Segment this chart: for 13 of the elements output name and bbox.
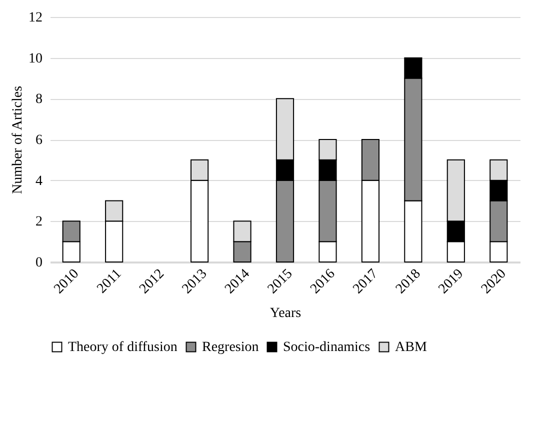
y-tick-label: 0 xyxy=(36,256,42,270)
legend-label: Socio-dinamics xyxy=(283,340,370,355)
y-tick-label: 4 xyxy=(36,174,42,189)
y-tick-label: 2 xyxy=(36,214,42,230)
y-axis-title: Number of Articles xyxy=(10,86,26,194)
y-tick-label: 8 xyxy=(36,92,42,108)
legend-label: Theory of diffusion xyxy=(68,340,178,355)
y-tick-label: 6 xyxy=(36,133,42,148)
legend-label: Regresion xyxy=(202,340,259,355)
y-tick-label: 12 xyxy=(28,10,42,26)
x-axis-title: Years xyxy=(270,306,302,322)
legend-label: ABM xyxy=(395,340,428,355)
y-tick-label: 10 xyxy=(28,51,42,66)
